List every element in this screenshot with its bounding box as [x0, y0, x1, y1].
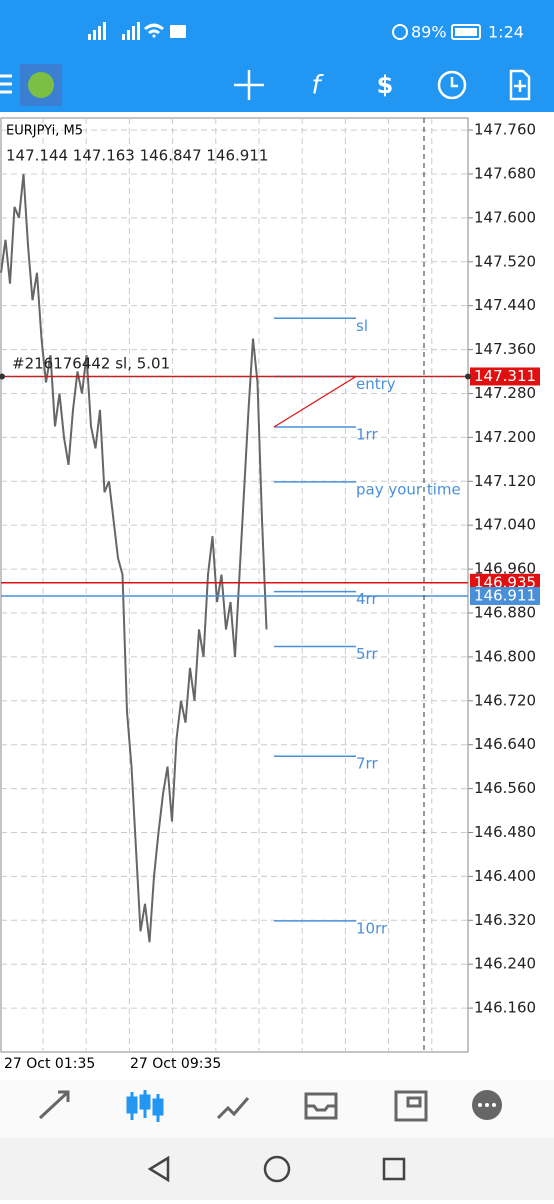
level-label: 1rr	[356, 425, 378, 443]
bottom-nav	[0, 1080, 554, 1138]
order-handle	[0, 373, 5, 380]
trade-button[interactable]: $	[377, 71, 394, 99]
home-button[interactable]	[263, 1155, 291, 1183]
chat-tab[interactable]	[472, 1090, 502, 1120]
battery-icon	[451, 24, 481, 40]
level-label: 4rr	[356, 590, 378, 608]
crosshair-button[interactable]	[234, 70, 264, 100]
entry-connector	[273, 375, 357, 428]
alarm-icon	[392, 24, 408, 40]
y-tick-label: 147.280	[474, 384, 536, 402]
recents-button[interactable]	[382, 1157, 406, 1181]
y-tick-label: 147.040	[474, 516, 536, 534]
clock: 1:24	[488, 23, 524, 42]
level-label: sl	[356, 317, 368, 335]
price-tag-label: 146.935	[474, 573, 536, 591]
level-label: 10rr	[356, 919, 388, 937]
header-bg	[0, 0, 554, 112]
time-label: 27 Oct 01:35	[4, 1056, 95, 1072]
signal-icons	[88, 22, 186, 40]
level-label: pay your time	[356, 480, 461, 498]
y-tick-label: 147.200	[474, 428, 536, 446]
y-tick-label: 146.320	[474, 911, 536, 929]
y-tick-label: 147.520	[474, 252, 536, 270]
system-nav	[0, 1138, 554, 1200]
period-button[interactable]	[437, 70, 467, 100]
order-handle	[465, 373, 471, 380]
history-tab[interactable]	[304, 1092, 338, 1120]
chart-layer: 147.760 147.680 147.600 147.520 147.440 147.3…	[0, 121, 540, 1017]
menu-button[interactable]	[0, 74, 12, 94]
y-tick-label: 147.680	[474, 164, 536, 182]
y-tick-label: 146.800	[474, 647, 536, 665]
y-tick-label: 146.400	[474, 867, 536, 885]
price-tag	[470, 367, 540, 386]
vertical-grid	[42, 118, 433, 1052]
price-path	[0, 173, 268, 943]
y-tick-label: 146.560	[474, 779, 536, 797]
y-tick-label: 146.480	[474, 823, 536, 841]
trade-tab[interactable]	[216, 1097, 250, 1120]
battery-fill	[455, 28, 477, 36]
level-label: 5rr	[356, 645, 378, 663]
new-order-button[interactable]	[509, 69, 531, 101]
y-tick-label: 146.720	[474, 691, 536, 709]
order-label: #216176442 sl, 5.01	[12, 355, 170, 373]
price-tag	[470, 586, 540, 605]
app-logo-globe	[28, 72, 54, 98]
price-tag-label: 146.911	[474, 586, 536, 604]
quotes-tab[interactable]	[38, 1090, 70, 1120]
plot-frame	[0, 117, 469, 1053]
y-tick-label: 147.120	[474, 472, 536, 490]
symbol: EURJPYi, M5	[6, 124, 83, 139]
news-tab[interactable]	[394, 1090, 428, 1122]
y-tick-label: 146.880	[474, 603, 536, 621]
battery-text: 89%	[411, 23, 447, 42]
level-label: entry	[356, 375, 396, 393]
y-tick-label: 147.760	[474, 121, 536, 139]
price-tag-label: 147.311	[474, 367, 536, 385]
y-tick-label: 146.640	[474, 735, 536, 753]
y-tick-label: 147.440	[474, 296, 536, 314]
y-tick-label: 147.360	[474, 340, 536, 358]
y-tick-label: 147.600	[474, 208, 536, 226]
y-tick-label: 146.240	[474, 955, 536, 973]
y-tick-label: 146.960	[474, 560, 536, 578]
time-label: 27 Oct 09:35	[130, 1056, 221, 1072]
level-label: 7rr	[356, 755, 378, 773]
back-button[interactable]	[147, 1155, 170, 1183]
y-tick-label: 146.160	[474, 999, 536, 1017]
chart-tab[interactable]	[126, 1090, 164, 1122]
ohlc: 147.144 147.163 146.847 146.911	[6, 147, 268, 165]
